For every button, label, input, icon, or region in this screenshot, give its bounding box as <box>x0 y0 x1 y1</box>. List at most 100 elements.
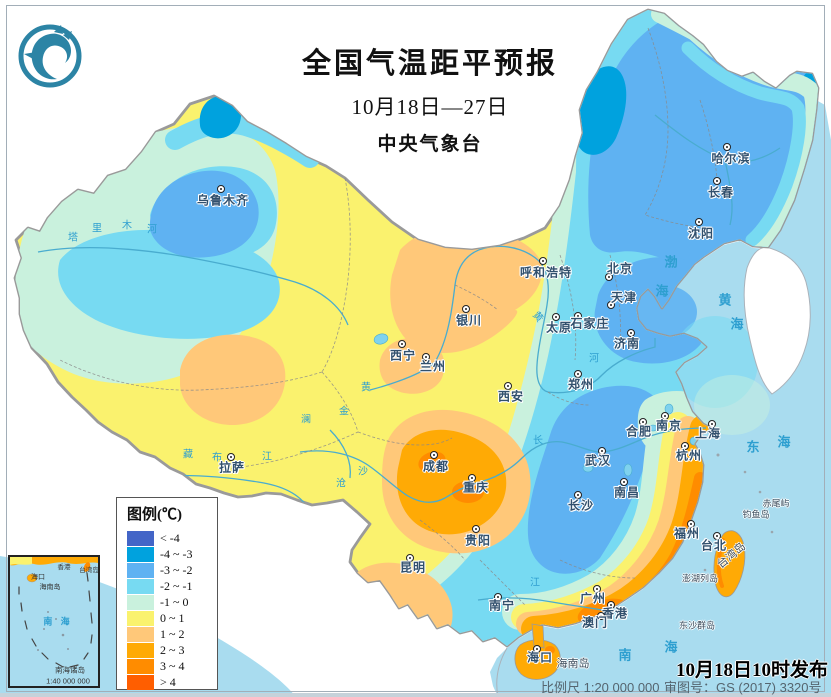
city-marker-icon <box>687 520 695 528</box>
city-marker-icon <box>504 382 512 390</box>
inset-label: 1:40 000 000 <box>46 676 90 686</box>
scale-note: 比例尺 1:20 000 000 <box>541 680 660 695</box>
city-label: 拉萨 <box>218 460 246 475</box>
city-marker-icon <box>661 412 669 420</box>
legend-swatch <box>127 562 154 578</box>
legend-swatch <box>127 642 154 658</box>
city-marker-icon <box>681 442 689 450</box>
river-name-label: 长 <box>533 435 543 447</box>
city-label: 贵阳 <box>464 533 492 548</box>
city-label: 北京 <box>606 261 634 276</box>
legend-swatch <box>127 626 154 642</box>
river-name-label: 河 <box>589 353 599 365</box>
river-name-label: 布 <box>212 452 222 464</box>
city-marker-icon <box>607 601 615 609</box>
legend-label: 3 ~ 4 <box>160 658 185 673</box>
legend-label: 0 ~ 1 <box>160 610 185 625</box>
sea-name-label: 渤 <box>664 254 678 270</box>
city-label: 昆明 <box>399 560 427 575</box>
city-label: 西安 <box>497 389 525 404</box>
city-label: 哈尔滨 <box>711 151 751 166</box>
city-marker-icon <box>593 585 601 593</box>
cma-dragon-logo <box>18 24 82 88</box>
city-label: 合肥 <box>625 424 653 439</box>
legend-row: -3 ~ -2 <box>127 562 217 578</box>
city-marker-icon <box>574 312 582 320</box>
city-marker-icon <box>430 451 438 459</box>
city-label: 重庆 <box>462 480 490 495</box>
city-marker-icon <box>598 447 606 455</box>
legend-row: > 4 <box>127 674 217 690</box>
river-name-label: 澜 <box>301 414 311 426</box>
legend-title: 图例(℃) <box>127 507 182 523</box>
city-label: 澳门 <box>581 615 609 630</box>
legend-row: -2 ~ -1 <box>127 578 217 594</box>
city-label: 长沙 <box>567 498 595 513</box>
city-label: 南昌 <box>613 485 641 500</box>
city-label: 长春 <box>707 185 735 200</box>
city-marker-icon <box>639 418 647 426</box>
river-name-label: 河 <box>147 224 157 236</box>
inset-label: 海南岛 <box>39 584 61 591</box>
river-name-label: 木 <box>122 220 132 232</box>
rivers <box>37 114 781 611</box>
city-marker-icon <box>607 301 615 309</box>
city-marker-icon <box>472 525 480 533</box>
sea-name-label: 海 <box>655 283 669 299</box>
city-marker-icon <box>695 218 703 226</box>
city-label: 南京 <box>655 418 683 433</box>
lakes <box>373 333 699 477</box>
legend-row: < -4 <box>127 530 217 546</box>
city-marker-icon <box>574 491 582 499</box>
city-label: 香港 <box>601 606 629 621</box>
river-name-label: 江 <box>262 451 272 463</box>
city-marker-icon <box>708 420 716 428</box>
legend-swatch <box>127 578 154 594</box>
city-label: 海口 <box>526 650 554 665</box>
inset-graphic <box>10 557 98 668</box>
city-marker-icon <box>217 185 225 193</box>
bohai-wash <box>629 285 697 339</box>
city-label: 天津 <box>610 290 638 305</box>
sea-name-label: 海 <box>664 639 678 655</box>
small-islands <box>684 453 774 629</box>
legend-row: 1 ~ 2 <box>127 626 217 642</box>
city-label: 乌鲁木齐 <box>196 193 250 208</box>
island-name-label: 澎湖列岛 <box>681 573 719 584</box>
city-label: 武汉 <box>584 453 612 468</box>
city-marker-icon <box>539 257 547 265</box>
forecast-date-range: 10月18日—27日 <box>351 95 509 119</box>
city-marker-icon <box>597 612 605 620</box>
legend-swatch <box>127 546 154 562</box>
city-marker-icon <box>713 177 721 185</box>
bottom-strip <box>0 693 831 697</box>
river-name-label: 沧 <box>336 478 346 490</box>
inset-label: 海口 <box>31 574 45 581</box>
legend-row: -4 ~ -3 <box>127 546 217 562</box>
river-name-label: 塔 <box>68 232 78 244</box>
legend-swatch <box>127 610 154 626</box>
city-marker-icon <box>620 478 628 486</box>
agency-name: 中央气象台 <box>377 134 483 155</box>
sea-name-label: 东 <box>746 439 760 455</box>
page-title: 全国气温距平预报 <box>301 48 558 80</box>
title-block: 全国气温距平预报 10月18日—27日 中央气象台 <box>230 40 630 156</box>
korea-peninsula <box>743 246 811 395</box>
city-label: 福州 <box>673 526 701 541</box>
city-label: 南宁 <box>488 598 516 613</box>
sea-name-label: 南 <box>618 647 632 663</box>
island-name-label: 东沙群岛 <box>678 620 716 631</box>
city-marker-icon <box>494 593 502 601</box>
city-label: 沈阳 <box>687 226 715 241</box>
river-name-label: 金 <box>339 406 349 418</box>
city-label: 台北 <box>700 538 728 553</box>
island-name-label: 钓鱼岛 <box>742 509 770 520</box>
city-marker-icon <box>533 645 541 653</box>
island-name-label: 海南岛 <box>556 658 590 670</box>
legend-label: 1 ~ 2 <box>160 626 185 641</box>
river-name-label: 藏 <box>183 449 193 461</box>
river-name-label: 黄 <box>361 382 371 394</box>
